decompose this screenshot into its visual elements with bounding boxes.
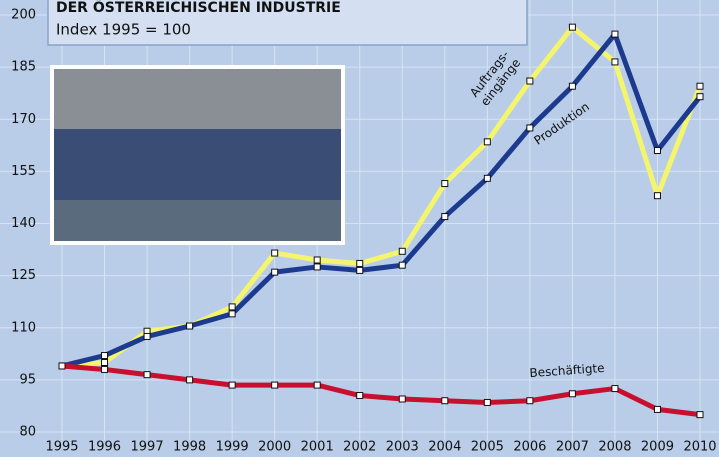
x-tick-label: 1999 xyxy=(216,440,249,455)
point-marker xyxy=(696,82,704,90)
point-marker xyxy=(271,381,279,389)
point-marker xyxy=(441,213,449,221)
point-marker xyxy=(483,174,491,182)
point-marker xyxy=(441,180,449,188)
point-marker xyxy=(441,397,449,405)
point-marker xyxy=(356,266,364,274)
y-tick-label: 200 xyxy=(11,8,36,23)
y-tick-label: 80 xyxy=(19,425,36,440)
point-marker xyxy=(526,77,534,85)
point-marker xyxy=(398,261,406,269)
series-line xyxy=(61,24,703,369)
point-marker xyxy=(653,405,661,413)
point-marker xyxy=(228,310,236,318)
point-marker xyxy=(568,82,576,90)
point-marker xyxy=(696,93,704,101)
point-marker xyxy=(611,385,619,393)
point-marker xyxy=(143,371,151,379)
point-marker xyxy=(58,362,66,370)
x-tick-label: 1998 xyxy=(173,440,206,455)
point-marker xyxy=(101,352,109,360)
point-marker xyxy=(653,147,661,155)
point-marker xyxy=(483,138,491,146)
point-marker xyxy=(101,365,109,373)
point-marker xyxy=(696,411,704,419)
point-marker xyxy=(398,247,406,255)
x-tick-label: 2009 xyxy=(641,440,674,455)
x-tick-label: 2006 xyxy=(513,440,546,455)
point-marker xyxy=(186,322,194,330)
point-marker xyxy=(101,359,109,366)
y-tick-label: 155 xyxy=(11,164,36,179)
photo-image-back xyxy=(54,69,341,129)
series-line xyxy=(61,31,702,369)
x-tick-label: 1997 xyxy=(131,440,164,455)
x-tick-label: 2004 xyxy=(428,440,461,455)
point-marker xyxy=(483,398,491,406)
point-marker xyxy=(356,259,364,267)
y-tick-label: 125 xyxy=(11,268,36,283)
series-label: Beschäftigte xyxy=(529,361,605,380)
y-tick-label: 110 xyxy=(11,320,36,335)
point-marker xyxy=(611,58,619,66)
point-marker xyxy=(313,263,321,271)
series-line xyxy=(61,363,701,418)
point-marker xyxy=(568,390,576,398)
point-marker xyxy=(271,249,279,257)
point-marker xyxy=(526,397,534,405)
point-marker xyxy=(568,23,576,31)
lines xyxy=(58,23,704,419)
y-tick-label: 95 xyxy=(19,372,36,387)
x-tick-label: 2001 xyxy=(301,440,334,455)
x-tick-label: 1996 xyxy=(88,440,121,455)
point-marker xyxy=(143,332,151,340)
x-tick-label: 2002 xyxy=(343,440,376,455)
point-marker xyxy=(228,381,236,389)
point-marker xyxy=(526,124,534,132)
point-marker xyxy=(228,303,236,311)
point-marker xyxy=(611,30,619,38)
y-tick-label: 185 xyxy=(11,60,36,75)
x-tick-label: 2007 xyxy=(556,440,589,455)
point-marker xyxy=(313,381,321,389)
point-marker xyxy=(186,376,194,384)
y-tick-label: 140 xyxy=(11,216,36,231)
photo xyxy=(50,65,345,245)
point-marker xyxy=(271,268,279,276)
photo-image-bench xyxy=(54,200,341,241)
y-tick-label: 170 xyxy=(11,112,36,127)
point-marker xyxy=(398,395,406,403)
chart-subtitle: Index 1995 = 100 xyxy=(56,21,191,39)
x-tick-label: 2008 xyxy=(598,440,631,455)
x-tick-label: 2005 xyxy=(471,440,504,455)
x-tick-label: 2003 xyxy=(386,440,419,455)
point-marker xyxy=(653,192,661,200)
point-marker xyxy=(313,256,321,264)
x-tick-label: 2010 xyxy=(683,440,716,455)
x-tick-label: 1995 xyxy=(45,440,78,455)
x-tick-label: 2000 xyxy=(258,440,291,455)
chart-title: DER ÖSTERREICHISCHEN INDUSTRIE xyxy=(56,0,341,16)
point-marker xyxy=(356,392,364,400)
title-box xyxy=(47,0,528,46)
